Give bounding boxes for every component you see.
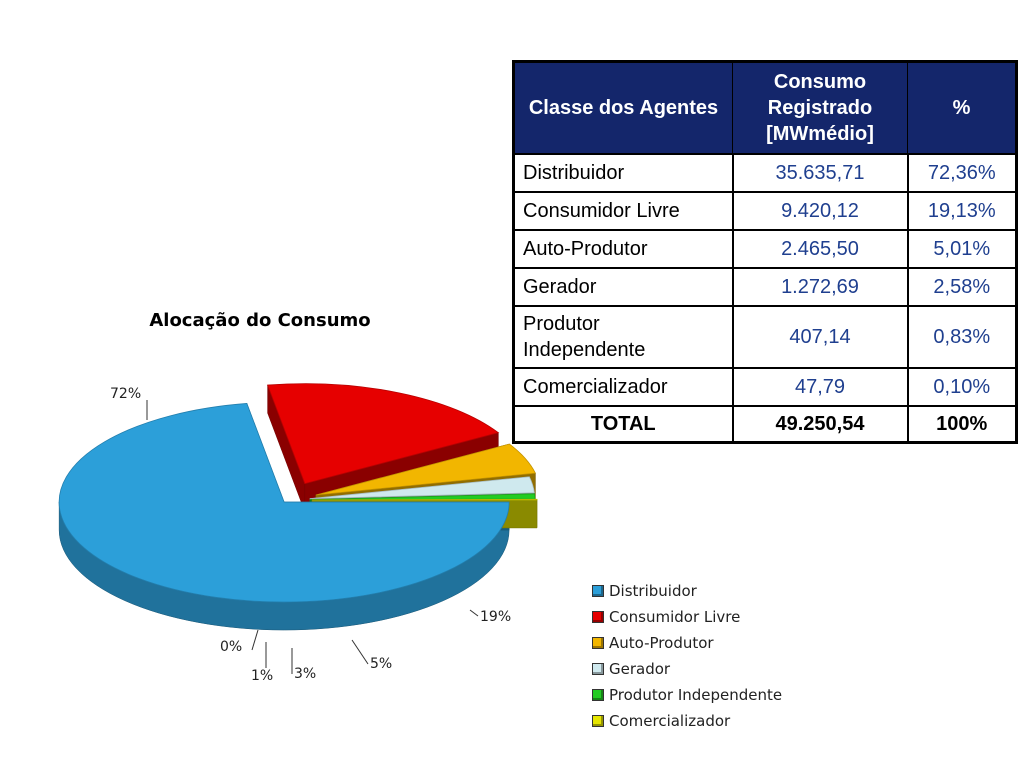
legend-item: Comercializador [592,708,782,734]
pie-slice [309,476,535,500]
row-classe: Produtor Independente [512,305,734,369]
legend-label: Comercializador [609,712,731,730]
data-label: 19% [480,609,511,625]
legend-swatch [592,689,604,701]
header-pct: % [907,61,1017,155]
row-classe: Auto-Produtor [512,229,734,269]
header-consumo: Consumo Registrado [MWmédio] [732,61,908,155]
table-row: Auto-Produtor 2.465,50 5,01% [512,229,1018,269]
row-pct: 72,36% [906,153,1018,193]
leader-line [251,629,259,651]
legend-item: Produtor Independente [592,682,782,708]
data-label: 5% [370,656,392,672]
table-row: Distribuidor 35.635,71 72,36% [512,153,1018,193]
row-consumo: 35.635,71 [731,153,909,193]
legend-label: Gerador [609,660,671,678]
legend-swatch [592,637,604,649]
legend-swatch [592,611,604,623]
table-total-row: TOTAL 49.250,54 100% [512,405,1018,444]
total-label: TOTAL [512,405,734,444]
row-consumo: 407,14 [731,305,909,369]
legend-label: Distribuidor [609,582,697,600]
table-header-row: Classe dos Agentes Consumo Registrado [M… [513,61,1017,155]
data-label: 72% [110,386,141,402]
pie-slice [267,383,500,485]
row-classe: Gerador [512,267,734,307]
row-consumo: 2.465,50 [731,229,909,269]
table-row: Comercializador 47,79 0,10% [512,367,1018,407]
legend-label: Auto-Produtor [609,634,714,652]
row-pct: 2,58% [906,267,1018,307]
table-row: Produtor Independente 407,14 0,83% [512,305,1018,369]
chart-legend: Distribuidor Consumidor Livre Auto-Produ… [592,578,782,734]
legend-item: Distribuidor [592,578,782,604]
table-row: Consumidor Livre 9.420,12 19,13% [512,191,1018,231]
row-classe: Distribuidor [512,153,734,193]
table-row: Gerador 1.272,69 2,58% [512,267,1018,307]
legend-swatch [592,715,604,727]
consumption-table: Classe dos Agentes Consumo Registrado [M… [512,60,1018,444]
pie-slice [58,403,510,603]
leader-line [469,609,479,617]
row-consumo: 47,79 [731,367,909,407]
row-pct: 0,10% [906,367,1018,407]
legend-label: Produtor Independente [609,686,783,704]
row-pct: 19,13% [906,191,1018,231]
pie-slice [315,443,537,496]
total-consumo: 49.250,54 [731,405,909,444]
leader-line [351,639,369,665]
row-pct: 0,83% [906,305,1018,369]
row-pct: 5,01% [906,229,1018,269]
legend-label: Consumidor Livre [609,608,741,626]
row-classe: Comercializador [512,367,734,407]
total-pct: 100% [906,405,1018,444]
data-label: 1% [251,668,273,684]
legend-item: Gerador [592,656,782,682]
pie-slice [311,498,538,501]
legend-swatch [592,585,604,597]
legend-item: Consumidor Livre [592,604,782,630]
chart-title: Alocação do Consumo [149,310,371,331]
row-consumo: 9.420,12 [731,191,909,231]
row-consumo: 1.272,69 [731,267,909,307]
data-label: 0% [220,639,242,655]
data-label: 3% [294,666,316,682]
row-classe: Consumidor Livre [512,191,734,231]
legend-swatch [592,663,604,675]
legend-item: Auto-Produtor [592,630,782,656]
